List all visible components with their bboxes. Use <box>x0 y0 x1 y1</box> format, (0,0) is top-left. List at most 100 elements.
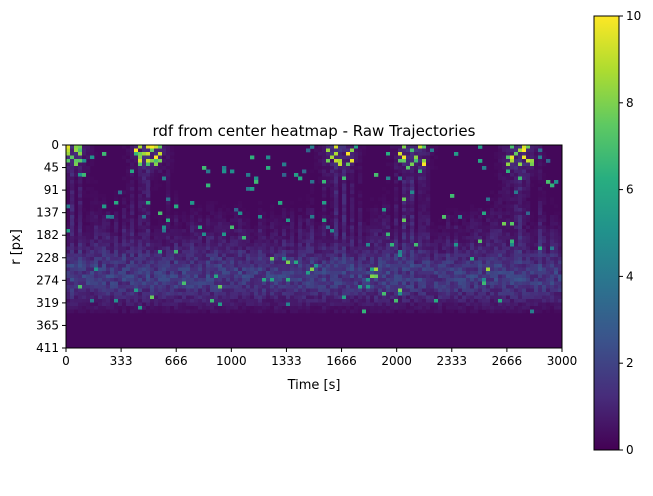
heatmap-cell <box>146 225 151 230</box>
heatmap-cell <box>302 285 307 289</box>
heatmap-cell <box>70 145 75 149</box>
heatmap-cell <box>206 281 211 286</box>
heatmap-cell <box>126 180 131 184</box>
heatmap-cell <box>482 260 487 265</box>
heatmap-cell <box>298 253 303 258</box>
heatmap-cell <box>530 236 535 240</box>
heatmap-cell <box>206 218 211 223</box>
heatmap-cell <box>318 243 323 247</box>
heatmap-cell <box>466 222 471 226</box>
heatmap-cell <box>90 250 95 254</box>
heatmap-cell <box>194 295 199 300</box>
heatmap-cell <box>478 229 483 233</box>
heatmap-cell <box>286 225 291 230</box>
heatmap-cell <box>306 257 311 261</box>
heatmap-cell <box>358 173 363 177</box>
heatmap-cell <box>162 250 167 254</box>
heatmap-cell <box>450 267 455 272</box>
heatmap-cell <box>522 183 527 188</box>
heatmap-cell <box>346 148 351 153</box>
heatmap-cell <box>202 309 207 314</box>
heatmap-cell <box>146 243 151 247</box>
heatmap-cell <box>398 299 403 303</box>
heatmap-cell <box>506 309 511 314</box>
heatmap-cell <box>498 173 503 177</box>
heatmap-cell <box>274 278 279 282</box>
heatmap-cell <box>346 243 351 247</box>
heatmap-cell <box>238 274 243 279</box>
heatmap-cell <box>198 309 203 314</box>
heatmap-cell <box>474 267 479 272</box>
heatmap-cell <box>126 236 131 240</box>
heatmap-cell <box>514 309 519 314</box>
heatmap-cell <box>342 260 347 265</box>
heatmap-cell <box>222 225 227 230</box>
heatmap-cell <box>346 271 351 275</box>
heatmap-cell <box>330 190 335 195</box>
heatmap-cell <box>394 201 399 205</box>
heatmap-cell <box>558 229 562 233</box>
heatmap-cell <box>238 257 243 261</box>
heatmap-cell <box>262 250 267 254</box>
heatmap-cell <box>134 257 139 261</box>
heatmap-cell <box>250 271 255 275</box>
heatmap-cell <box>350 239 355 244</box>
heatmap-cell <box>102 292 107 296</box>
heatmap-cell <box>350 148 355 153</box>
heatmap-cell <box>534 309 539 314</box>
heatmap-cell <box>86 232 91 237</box>
heatmap-cell <box>518 285 523 289</box>
heatmap-cell <box>558 278 562 282</box>
heatmap-cell <box>510 145 515 149</box>
heatmap-cell <box>418 187 423 191</box>
heatmap-cell <box>382 299 387 303</box>
heatmap-cell <box>242 288 247 293</box>
heatmap-cell <box>90 215 95 219</box>
heatmap-cell <box>530 299 535 303</box>
heatmap-cell <box>358 264 363 268</box>
heatmap-cell <box>502 260 507 265</box>
heatmap-cell <box>234 288 239 293</box>
heatmap-cell <box>130 218 135 223</box>
heatmap-cell <box>154 239 159 244</box>
heatmap-cell <box>258 243 263 247</box>
heatmap-cell <box>206 236 211 240</box>
heatmap-cell <box>530 306 535 310</box>
heatmap-cell <box>282 250 287 254</box>
heatmap-cell <box>502 173 507 177</box>
heatmap-cell <box>526 257 531 261</box>
heatmap-cell <box>86 180 91 184</box>
heatmap-cell <box>394 257 399 261</box>
heatmap-cell <box>502 222 507 226</box>
heatmap-cell <box>170 243 175 247</box>
heatmap-cell <box>402 274 407 279</box>
heatmap-cell <box>522 190 527 195</box>
heatmap-cell <box>326 159 331 163</box>
heatmap-cell <box>494 285 499 289</box>
heatmap-cell <box>506 271 511 275</box>
heatmap-cell <box>538 148 543 153</box>
heatmap-cell <box>114 232 119 237</box>
heatmap-cell <box>78 145 83 149</box>
heatmap-cell <box>546 236 551 240</box>
heatmap-cell <box>134 250 139 254</box>
heatmap-cell <box>426 211 431 216</box>
heatmap-cell <box>322 190 327 195</box>
heatmap-cell <box>306 299 311 303</box>
heatmap-cell <box>358 309 363 314</box>
heatmap-cell <box>198 243 203 247</box>
heatmap-cell <box>374 267 379 272</box>
heatmap-cell <box>222 166 227 170</box>
heatmap-cell <box>86 229 91 233</box>
heatmap-cell <box>134 239 139 244</box>
heatmap-cell <box>358 197 363 202</box>
heatmap-cell <box>510 162 515 167</box>
heatmap-cell <box>98 239 103 244</box>
heatmap-cell <box>298 281 303 286</box>
heatmap-cell <box>90 295 95 300</box>
heatmap-cell <box>354 246 359 251</box>
heatmap-cell <box>246 218 251 223</box>
heatmap-cell <box>370 257 375 261</box>
heatmap-cell <box>274 271 279 275</box>
heatmap-cell <box>346 309 351 314</box>
